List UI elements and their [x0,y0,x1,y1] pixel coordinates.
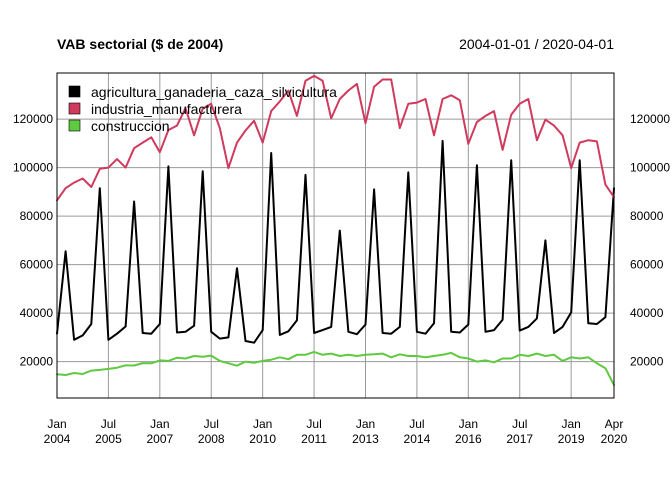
x-tick-year: 2019 [558,432,585,446]
y-tick-label-left: 20000 [20,355,54,369]
x-tick-month: Jan [150,417,169,431]
x-tick-year: 2016 [455,432,482,446]
x-tick-month: Jul [101,417,116,431]
y-tick-label-right: 100000 [630,161,670,175]
x-tick-month: Apr [605,417,624,431]
y-tick-label-left: 80000 [20,209,54,223]
y-tick-label-right: 120000 [630,112,670,126]
y-tick-label-right: 20000 [630,355,664,369]
y-tick-label-left: 60000 [20,258,54,272]
axes: 20000 20000 40000 40000 60000 60000 80000 80000… [13,112,670,446]
x-tick-year: 2007 [146,432,173,446]
x-tick-year: 2014 [404,432,431,446]
legend-swatch [68,119,81,132]
x-tick-month: Jul [409,417,424,431]
legend-swatch [68,85,81,98]
legend-swatch [68,102,81,115]
x-tick-month: Jan [47,417,66,431]
y-tick-label-left: 120000 [13,112,53,126]
x-tick-year: 2005 [95,432,122,446]
y-tick-label-right: 80000 [630,209,664,223]
x-tick-month: Jul [306,417,321,431]
x-tick-year: 2020 [601,432,628,446]
legend-label: agricultura_ganaderia_caza_silvicultura [91,84,337,100]
x-tick-year: 2004 [44,432,71,446]
x-tick-month: Jul [512,417,527,431]
x-tick-year: 2008 [198,432,225,446]
legend-label: construccion [91,118,170,134]
y-tick-label-left: 100000 [13,161,53,175]
series-line-industria_manufacturera [56,74,615,202]
chart-date-range: 2004-01-01 / 2020-04-01 [459,36,614,52]
series-lines [56,74,615,387]
x-tick-month: Jan [356,417,375,431]
series-line-construccion [56,350,615,387]
x-tick-year: 2011 [301,432,327,446]
x-tick-month: Jan [561,417,580,431]
y-tick-label-right: 60000 [630,258,664,272]
chart-title: VAB sectorial ($ de 2004) [57,36,223,52]
legend: agricultura_ganaderia_caza_silviculturai… [68,84,337,134]
x-tick-month: Jan [459,417,478,431]
x-tick-year: 2013 [352,432,379,446]
legend-label: industria_manufacturera [91,101,242,117]
x-tick-year: 2010 [249,432,276,446]
series-line-agricultura_ganaderia_caza_silvicultura [56,139,615,344]
x-tick-month: Jul [204,417,219,431]
x-tick-month: Jan [253,417,272,431]
y-tick-label-right: 40000 [630,306,664,320]
y-tick-label-left: 40000 [20,306,54,320]
plot-frame [56,72,615,399]
x-tick-year: 2017 [506,432,533,446]
